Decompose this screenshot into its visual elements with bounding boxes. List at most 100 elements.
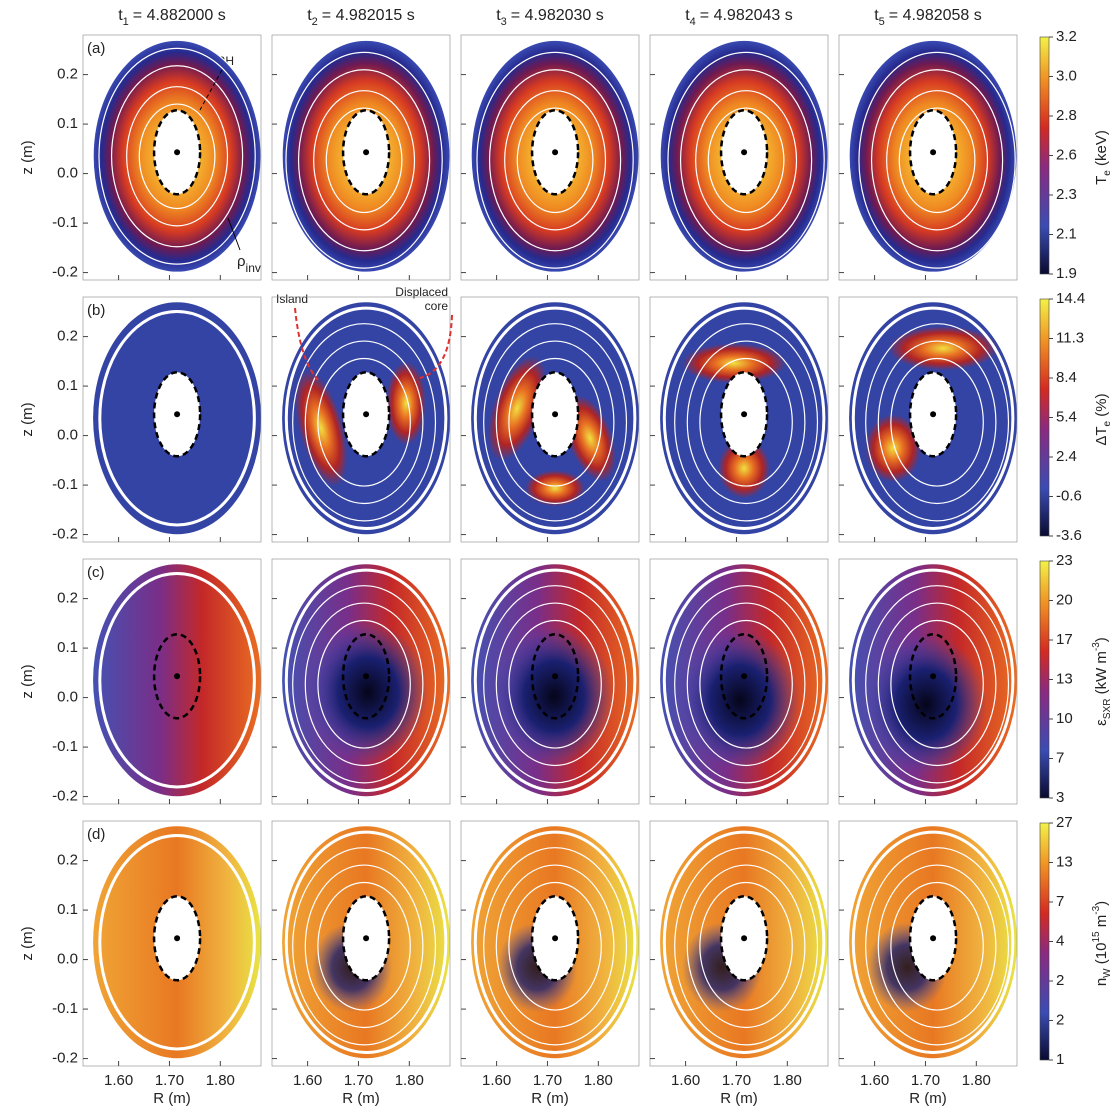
contour (284, 830, 448, 1054)
magnetic-axis (363, 935, 370, 942)
contour (473, 830, 637, 1054)
contour (508, 357, 602, 487)
contour (504, 90, 607, 231)
contour (686, 340, 806, 505)
contour (297, 69, 431, 252)
magnetic-axis (741, 411, 748, 418)
contour (304, 864, 424, 1029)
contour (292, 847, 437, 1046)
axes-frame (838, 34, 1018, 281)
colorbar-tick-label: 2 (1056, 972, 1064, 989)
x-tick-label: 1.70 (155, 1072, 184, 1089)
core-boundary (719, 633, 769, 720)
colorbar-tick-label: 5.4 (1056, 408, 1077, 425)
y-tick-label: 0.1 (57, 115, 78, 132)
contour (667, 51, 825, 269)
colorbar-tick-label: 23 (1056, 552, 1073, 569)
contour (851, 830, 1015, 1054)
panel (271, 296, 451, 543)
panel (460, 34, 640, 281)
contour (98, 834, 256, 1051)
column-title: t2 = 4.982015 s (307, 7, 415, 28)
mode-blob (888, 326, 999, 371)
colorbar-tick-label: 1 (1056, 1051, 1064, 1068)
axes-frame (82, 296, 262, 543)
contour (98, 572, 256, 789)
colorbar-tick-label: 3.2 (1056, 28, 1077, 45)
y-tick-label: -0.1 (52, 738, 78, 755)
annotation: core (425, 299, 449, 313)
column-title: t4 = 4.982043 s (685, 7, 793, 28)
quantity: n (1093, 978, 1110, 986)
axes-frame (460, 34, 640, 281)
colorbar-tick-label: 20 (1056, 591, 1073, 608)
quantity-subscript: e (1102, 170, 1113, 176)
y-tick-label: 0.0 (57, 427, 78, 444)
contour (851, 306, 1015, 530)
panel-label: (d) (87, 826, 105, 843)
colorbar-tick-label: -3.6 (1056, 527, 1082, 544)
magnetic-axis (741, 673, 748, 680)
x-tick-label: 1.70 (911, 1072, 940, 1089)
panel (649, 34, 829, 281)
panel: 0.2 0.1 0.0 -0.1 -0.2 z (m) (a) (19, 34, 262, 281)
contour (679, 69, 813, 252)
x-axis-label: R (m) (531, 1090, 569, 1107)
axes-frame (649, 558, 829, 805)
y-tick-label: -0.2 (52, 264, 78, 281)
y-tick-label: 0.1 (57, 639, 78, 656)
contour (483, 585, 628, 784)
contour (686, 602, 806, 767)
core-boundary (341, 633, 391, 720)
y-tick-label: 0.0 (57, 689, 78, 706)
unit: ) (1093, 637, 1110, 642)
contour (495, 864, 615, 1029)
x-tick-label: 1.60 (671, 1072, 700, 1089)
annotation-arrow (199, 69, 223, 111)
contour (488, 69, 622, 252)
y-tick-label: -0.1 (52, 476, 78, 493)
y-tick-label: -0.2 (52, 526, 78, 543)
contour (508, 619, 602, 749)
contour (292, 323, 437, 522)
x-tick-label: 1.80 (773, 1072, 802, 1089)
colorbar-tick-label: 2 (1056, 1011, 1064, 1028)
panel (460, 558, 640, 805)
magnetic-axis (363, 673, 370, 680)
contour (865, 847, 1010, 1046)
contour (98, 47, 256, 265)
time-index: 3 (501, 16, 507, 28)
contour (699, 619, 793, 749)
x-axis-label: R (m) (342, 1090, 380, 1107)
time-index: 2 (312, 16, 318, 28)
colorbar-tick-label: 14.4 (1056, 290, 1085, 307)
x-tick-label: 1.80 (206, 1072, 235, 1089)
annotation: Island (276, 292, 308, 306)
colorbar-tick-label: 11.3 (1056, 329, 1084, 346)
column-title: t5 = 4.982058 s (874, 7, 982, 28)
colorbar-tick-label: 3.0 (1056, 67, 1077, 84)
mode-blob (386, 361, 427, 446)
magnetic-axis (174, 935, 181, 942)
annotation-symbol: ρ (237, 253, 246, 270)
magnetic-axis (741, 935, 748, 942)
time-value: = 4.982030 s (511, 7, 604, 24)
contour (138, 103, 216, 210)
unit: 15 (1091, 931, 1102, 943)
colorbar-label: ΔTe (%) (1093, 393, 1113, 445)
magnetic-axis (552, 149, 559, 156)
magnetic-axis (174, 149, 181, 156)
contour (285, 51, 443, 269)
panel (838, 558, 1018, 805)
contour (483, 847, 628, 1046)
core-boundary (530, 633, 580, 720)
y-tick-label: 0.2 (57, 590, 78, 607)
panel: 1.60 1.70 1.80 R (m) (838, 820, 1018, 1107)
unit: ) (1093, 901, 1110, 906)
magnetic-axis (930, 935, 937, 942)
column-title: t3 = 4.982030 s (496, 7, 604, 28)
y-tick-label: 0.0 (57, 165, 78, 182)
contour (877, 864, 997, 1029)
magnetic-axis (174, 673, 181, 680)
